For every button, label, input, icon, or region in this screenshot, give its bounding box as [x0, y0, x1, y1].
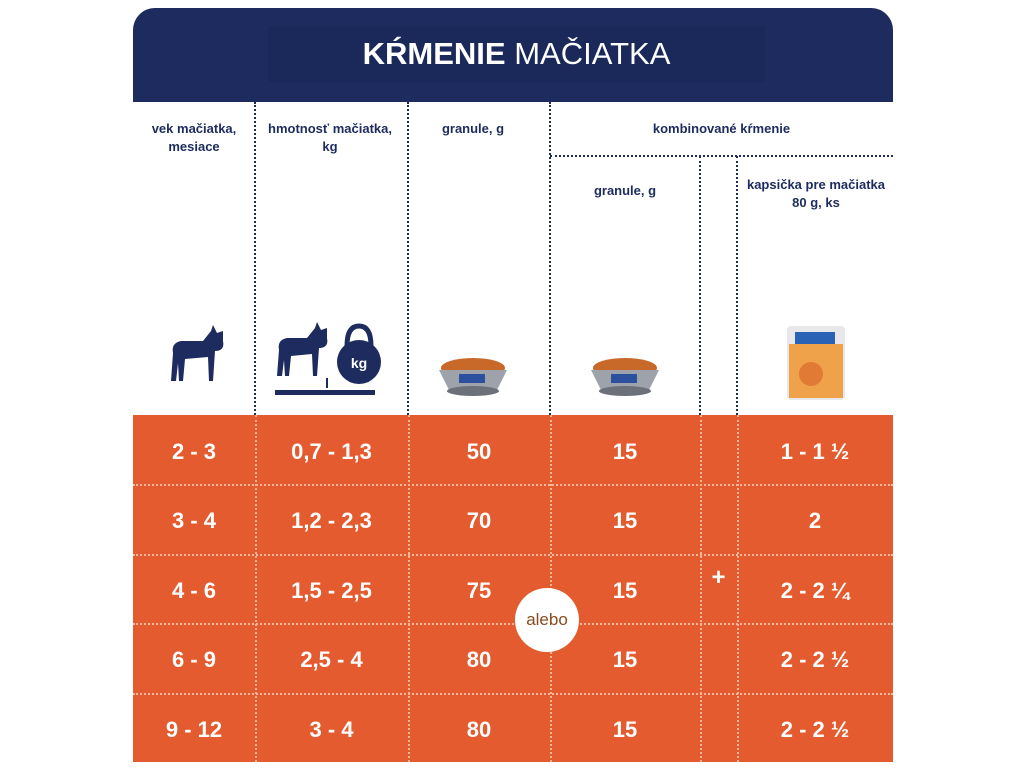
divider: [254, 102, 256, 415]
cell: 0,7 - 1,3: [291, 439, 372, 464]
divider: [407, 102, 409, 415]
divider: [255, 415, 257, 762]
cell: 2 - 2 ¼: [780, 577, 850, 603]
divider: [133, 553, 893, 556]
cell: 75: [466, 577, 492, 603]
data-area: 2 - 3 0,7 - 1,3 50 15 1 - 1 ½ 3 - 4 1,2 - 2,3 7…: [133, 415, 893, 762]
cell: 50: [466, 439, 492, 464]
cat-icon: [171, 325, 224, 381]
pouch-icon: [787, 326, 845, 400]
cell: 15: [612, 508, 638, 534]
col-header: granule, g: [441, 121, 505, 136]
title-bold: KŔMENIE: [362, 36, 506, 71]
col-header: kapsička pre mačiatka 80 g, ks: [746, 177, 886, 210]
title: KŔMENIE MAČIATKA: [268, 26, 765, 82]
cell: 15: [612, 716, 638, 742]
cell: 2 - 2 ½: [780, 716, 850, 742]
cell: 70: [466, 508, 492, 534]
col-header: kombinované kŕmenie: [652, 121, 791, 136]
cell: 1,5 - 2,5: [291, 577, 372, 603]
cell: 2: [808, 508, 822, 534]
cell: 1,2 - 2,3: [291, 508, 372, 534]
divider: [737, 415, 739, 762]
cell: 2 - 3: [171, 439, 217, 464]
cell: 15: [612, 577, 638, 603]
divider: [550, 155, 893, 157]
divider: [549, 102, 551, 415]
cat-weight-icon: kg: [275, 322, 381, 395]
cell: 15: [612, 439, 638, 464]
cell: 80: [466, 716, 492, 742]
or-badge: alebo: [515, 588, 579, 652]
col-header: hmotnosť mačiatka, kg: [268, 121, 392, 154]
col-header: vek mačiatka, mesiace: [151, 121, 237, 154]
cell: 3 - 4: [309, 716, 354, 742]
kg-label: kg: [351, 355, 367, 371]
bowl-icon: [439, 358, 507, 396]
divider: [133, 484, 893, 487]
cell: 3 - 4: [171, 508, 217, 534]
cell: 80: [466, 647, 492, 673]
divider: [699, 156, 701, 415]
cell: 2,5 - 4: [300, 647, 363, 673]
cell: 2 - 2 ½: [780, 647, 850, 673]
divider: [700, 415, 702, 762]
plus-sign: +: [711, 564, 726, 591]
divider: [736, 156, 738, 415]
banner: KŔMENIE MAČIATKA: [133, 8, 893, 102]
col-header: granule, g: [593, 183, 657, 198]
cell: 1 - 1 ½: [780, 439, 850, 464]
cell: 15: [612, 647, 638, 673]
title-rest: MAČIATKA: [514, 36, 671, 71]
divider: [408, 415, 410, 762]
cell: 9 - 12: [165, 716, 223, 742]
divider: [133, 692, 893, 695]
cell: 4 - 6: [171, 577, 217, 603]
card: KŔMENIE MAČIATKA vek mačiatka, mesiace h…: [133, 8, 893, 762]
bowl-icon: [591, 358, 659, 396]
divider: [133, 623, 893, 626]
cell: 6 - 9: [171, 647, 217, 673]
